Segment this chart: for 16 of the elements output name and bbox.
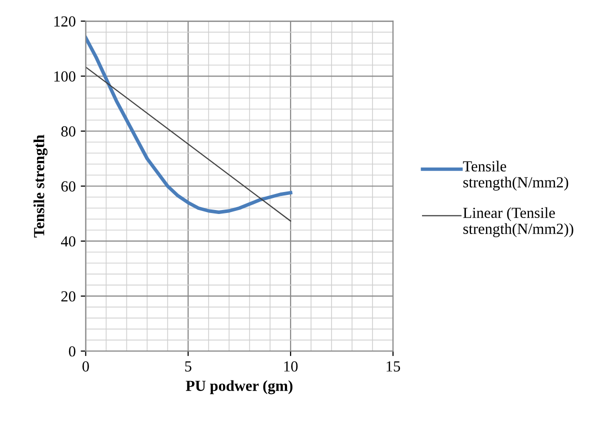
y-axis-title: Tensile strength <box>34 134 48 238</box>
line-series <box>86 36 292 214</box>
x-tick-label: 15 <box>386 361 400 372</box>
x-tick-label: 5 <box>185 361 192 372</box>
y-tick-label: 80 <box>61 126 76 137</box>
y-tick-label: 100 <box>54 71 76 82</box>
y-tick-label: 120 <box>54 16 76 27</box>
y-tick-label: 60 <box>61 181 76 192</box>
legend-label: Tensile strength(N/mm2) <box>463 160 568 191</box>
y-tick-label: 40 <box>60 236 76 247</box>
x-tick-label: 10 <box>284 361 298 372</box>
y-tick-label: 20 <box>61 291 76 302</box>
legend-label: Linear (Tensile strength(N/mm2)) <box>463 207 574 238</box>
x-axis-title: PU podwer (gm) <box>186 380 292 394</box>
x-tick-label: 0 <box>82 361 89 372</box>
y-tick-label: 0 <box>68 346 76 357</box>
